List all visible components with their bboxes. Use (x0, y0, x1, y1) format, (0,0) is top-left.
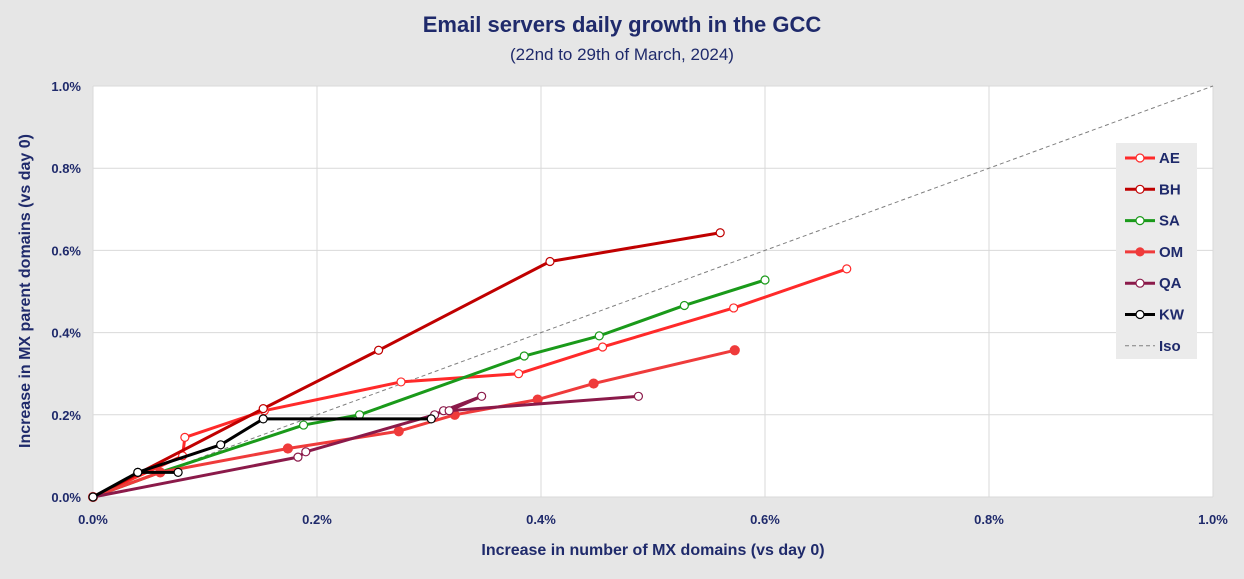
data-point-ae (513, 369, 524, 379)
data-point-sa (298, 420, 309, 430)
data-point-kw (88, 492, 98, 502)
legend-marker-qa (1135, 278, 1145, 288)
x-axis-title: Increase in number of MX domains (vs day… (481, 542, 824, 559)
legend-item-kw: KW (1125, 307, 1185, 324)
series-line-sa (91, 278, 767, 499)
legend-marker-bh (1135, 184, 1145, 194)
iso-line-layer (92, 85, 1214, 498)
data-point-om (729, 345, 740, 356)
y-tick-label: 0.4% (51, 326, 81, 341)
series-layer (87, 228, 852, 503)
data-point-bh (715, 228, 725, 238)
data-point-kw (216, 440, 226, 450)
data-point-sa (760, 275, 770, 285)
data-point-bh (258, 404, 268, 414)
data-point-bh (374, 345, 384, 355)
series-qa (88, 391, 644, 502)
legend-label-kw: KW (1159, 307, 1185, 324)
series-om (87, 345, 740, 503)
legend-item-qa: QA (1125, 275, 1182, 292)
x-tick-label: 0.0% (78, 512, 108, 527)
legend-item-sa: SA (1125, 213, 1180, 230)
data-point-ae (396, 377, 406, 387)
data-point-kw (426, 414, 436, 424)
y-tick-label: 0.6% (51, 243, 81, 258)
legend-label-ae: AE (1159, 150, 1180, 167)
data-point-sa (519, 351, 529, 361)
legend-item-ae: AE (1125, 150, 1180, 167)
y-tick-label: 0.8% (51, 161, 81, 176)
legend: AE BH SA OM QA KW Iso (1116, 143, 1197, 359)
x-tick-label: 0.8% (974, 512, 1004, 527)
data-point-sa (679, 300, 689, 311)
data-point-qa (444, 406, 454, 416)
data-point-qa (477, 391, 487, 401)
y-axis-title: Increase in MX parent domains (vs day 0) (17, 134, 34, 448)
data-point-ae (842, 264, 852, 274)
y-tick-label: 0.0% (51, 490, 81, 505)
legend-marker-kw (1135, 309, 1145, 320)
y-tick-label: 1.0% (51, 79, 81, 94)
data-point-kw (258, 414, 268, 424)
legend-label-bh: BH (1159, 181, 1181, 198)
data-point-om (282, 443, 293, 454)
data-point-om (588, 378, 599, 389)
data-point-om (393, 426, 404, 437)
x-tick-label: 0.4% (526, 512, 556, 527)
chart-subtitle: (22nd to 29th of March, 2024) (510, 45, 734, 64)
legend-label-qa: QA (1159, 275, 1182, 292)
data-point-ae (597, 342, 608, 352)
legend-item-bh: BH (1125, 181, 1181, 198)
legend-label-om: OM (1159, 244, 1183, 261)
legend-marker-om (1135, 247, 1145, 257)
x-tick-label: 1.0% (1198, 512, 1228, 527)
data-point-sa (594, 331, 604, 341)
legend-item-om: OM (1125, 244, 1183, 261)
legend-label-sa: SA (1159, 213, 1180, 230)
data-point-kw (173, 467, 183, 477)
legend-item-iso: Iso (1125, 338, 1181, 355)
data-point-ae (729, 303, 739, 313)
data-point-bh (545, 256, 555, 267)
series-line-om (91, 348, 737, 499)
data-point-qa (633, 391, 644, 401)
legend-label-iso: Iso (1159, 338, 1181, 355)
tick-labels: 0.0% 0.2% 0.4% 0.6% 0.8% 1.0% 0.0% 0.2% 0.4% 0.6%… (51, 79, 1228, 527)
data-point-qa (293, 452, 303, 462)
legend-marker-ae (1135, 153, 1145, 163)
series-line-iso (92, 85, 1214, 498)
x-tick-label: 0.6% (750, 512, 780, 527)
gridlines (92, 85, 1214, 498)
data-point-ae (180, 432, 190, 443)
series-kw (88, 414, 436, 502)
y-tick-label: 0.2% (51, 408, 81, 423)
data-point-kw (133, 467, 143, 477)
legend-marker-sa (1135, 216, 1145, 226)
x-tick-label: 0.2% (302, 512, 332, 527)
chart-title: Email servers daily growth in the GCC (423, 12, 822, 37)
data-point-qa (301, 447, 311, 457)
